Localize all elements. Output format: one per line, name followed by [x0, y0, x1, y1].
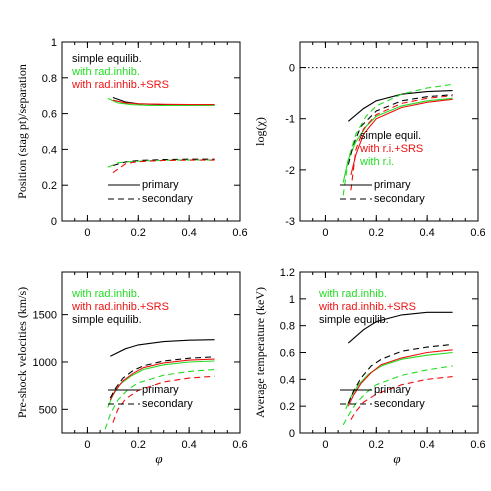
legend-label: with rad.inhib.+SRS: [71, 79, 169, 91]
legend-label: with rad.inhib.: [71, 288, 140, 300]
series-line-green-dashed: [107, 159, 215, 168]
y-tick-label: 0.2: [280, 401, 295, 413]
series-line-red-solid: [350, 98, 453, 176]
series-line-red-solid: [112, 99, 215, 106]
series-line-red-dashed: [350, 95, 453, 191]
x-tick-label: 0: [322, 439, 328, 451]
x-tick-label: 0.6: [232, 439, 247, 451]
y-tick-label: 0.4: [42, 144, 57, 156]
chart-panel-4: 0 0.2 0.4 0.6 0 0.2 0.4 0.6 0.8 1 1.2 Average tempe…: [253, 267, 486, 466]
y-tick-label: -1: [285, 114, 295, 126]
x-tick-label: 0: [84, 227, 90, 239]
y-tick-label: 0: [51, 216, 57, 228]
y-axis-label: Pre-shock velocities (km/s): [15, 287, 29, 418]
x-tick-label: 0.2: [369, 227, 384, 239]
y-tick-label: 0.6: [280, 348, 295, 360]
style-legend-label: secondary: [374, 398, 425, 410]
x-tick-label: 0.4: [419, 439, 434, 451]
y-tick-label: 0.6: [42, 109, 57, 121]
y-axis-label: Average temperature (keV): [253, 287, 267, 418]
x-axis-label: φ: [155, 451, 162, 466]
legend-label: with rad.inhib.+SRS: [71, 301, 169, 313]
x-tick-label: 0: [84, 439, 90, 451]
x-axis-label: φ: [393, 451, 400, 466]
x-tick-label: 0.4: [181, 227, 196, 239]
y-tick-label: 500: [39, 404, 57, 416]
y-tick-label: 1: [51, 37, 57, 49]
y-tick-label: 1.2: [280, 267, 295, 279]
y-tick-label: 0.8: [280, 321, 295, 333]
legend-label: simple equilib.: [319, 314, 389, 326]
series-line-black-solid: [347, 90, 453, 122]
x-tick-label: 0.6: [470, 227, 485, 239]
series-line-red-solid: [347, 349, 453, 407]
x-tick-label: 0.6: [232, 227, 247, 239]
y-tick-label: 1: [289, 294, 295, 306]
style-legend-label: primary: [142, 384, 179, 396]
x-tick-label: 0: [322, 227, 328, 239]
x-tick-label: 0.2: [131, 439, 146, 451]
series-line-green-dashed: [104, 368, 215, 430]
series-line-green-dashed: [342, 83, 453, 196]
style-legend-label: primary: [374, 384, 411, 396]
series-line-black-dashed: [109, 356, 215, 399]
series-line-black-dashed: [112, 158, 215, 167]
y-tick-label: 0.2: [42, 180, 57, 192]
y-tick-label: 0.8: [42, 73, 57, 85]
legend-label: simple equilib.: [72, 314, 142, 326]
style-legend-label: secondary: [142, 193, 193, 205]
series-line-red-dashed: [112, 159, 215, 174]
style-legend-label: secondary: [374, 193, 425, 205]
y-tick-label: 1000: [33, 357, 57, 369]
legend-label: simple equilib.: [72, 53, 142, 65]
chart-panel-3: 0 0.2 0.4 0.6 500 1000 1500 Pre-shock velocitie…: [15, 271, 248, 466]
series-line-green-solid: [342, 97, 453, 183]
y-tick-label: 0: [289, 428, 295, 440]
x-tick-label: 0.6: [470, 439, 485, 451]
y-axis-label: Position (stag pt)/separation: [15, 64, 29, 199]
chart-panel-1: 0 0.2 0.4 0.6 0 0.2 0.4 0.6 0.8 1 Position (stag p…: [15, 37, 248, 239]
series-line-red-solid: [109, 358, 215, 401]
x-tick-label: 0.2: [369, 439, 384, 451]
series-line-black-solid: [347, 311, 453, 344]
legend-label: with r.i.: [359, 156, 394, 168]
x-tick-label: 0.2: [131, 227, 146, 239]
y-tick-label: 1500: [33, 310, 57, 322]
x-tick-label: 0.4: [181, 439, 196, 451]
style-legend-label: primary: [374, 179, 411, 191]
series-line-black-solid: [110, 339, 215, 357]
y-tick-label: 0: [289, 63, 295, 75]
style-legend-label: secondary: [142, 398, 193, 410]
series-line-black-dashed: [347, 343, 453, 404]
y-axis-label: log(χ): [253, 117, 267, 146]
legend-label: simple equil.: [360, 130, 421, 142]
y-tick-label: -2: [285, 165, 295, 177]
x-tick-label: 0.4: [419, 227, 434, 239]
legend-label: with rad.inhib.: [318, 288, 387, 300]
series-line-green-dashed: [342, 365, 453, 426]
legend-label: with r.i.+SRS: [359, 143, 423, 155]
legend-label: with rad.inhib.: [71, 66, 140, 78]
y-tick-label: 0.4: [280, 374, 295, 386]
style-legend-label: primary: [142, 179, 179, 191]
y-tick-label: -3: [285, 216, 295, 228]
series-line-green-solid: [107, 97, 215, 107]
legend-label: with rad.inhib.+SRS: [318, 301, 416, 313]
